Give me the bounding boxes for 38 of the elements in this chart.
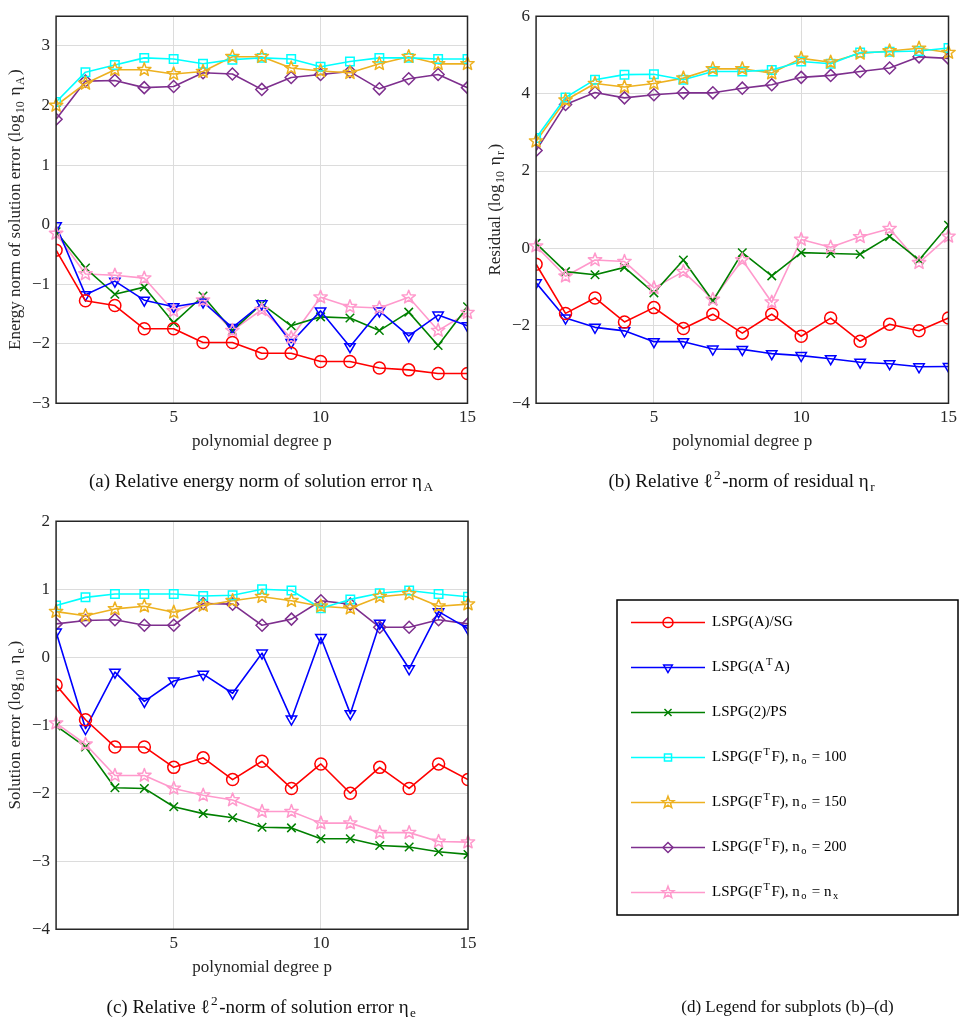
x-tick-label: 10: [312, 932, 330, 952]
y-tick-label: 0: [41, 214, 51, 234]
y-tick-label: −3: [31, 392, 51, 412]
y-tick-label: −4: [31, 918, 51, 938]
y-tick-label: 2: [41, 510, 51, 530]
y-tick-label: 4: [521, 83, 531, 103]
y-axis-title: Solution error (log10 ηe): [5, 640, 27, 810]
y-tick-label: −2: [511, 315, 531, 335]
y-tick-label: −4: [511, 392, 531, 412]
x-tick-label: 15: [940, 406, 957, 426]
x-tick-label: 15: [459, 932, 477, 952]
y-tick-label: −2: [31, 782, 51, 802]
y-tick-label: 6: [521, 5, 531, 25]
y-tick-label: 2: [521, 160, 531, 180]
x-tick-label: 5: [649, 406, 659, 426]
legend-label: LSPG(A)/SG: [712, 613, 794, 631]
text: (d) Legend for subplots (b)–(d): [681, 997, 894, 1017]
x-tick-label: 5: [169, 406, 178, 426]
y-tick-label: −2: [31, 333, 51, 353]
x-tick-label: 5: [169, 932, 179, 952]
y-tick-label: −1: [31, 714, 51, 734]
x-axis-title: polynomial degree p: [672, 431, 813, 451]
y-tick-label: −1: [31, 273, 51, 293]
x-axis-title: polynomial degree p: [191, 431, 332, 451]
y-tick-label: 2: [41, 94, 51, 114]
x-tick-label: 15: [459, 406, 476, 426]
y-tick-label: 3: [41, 35, 51, 55]
y-axis-title: Energy norm of solution error (log10 ηA): [5, 69, 27, 350]
legend-label: LSPG(2)/PS: [712, 703, 788, 721]
x-axis-title: polynomial degree p: [192, 957, 332, 977]
y-tick-label: 0: [41, 646, 51, 666]
y-tick-label: −3: [31, 850, 51, 870]
x-tick-label: 10: [792, 406, 810, 426]
y-axis-title: Residual (log10 ηr): [485, 143, 507, 276]
y-tick-label: 1: [41, 578, 51, 598]
y-tick-label: 1: [41, 154, 51, 174]
y-tick-label: 0: [521, 237, 531, 257]
x-tick-label: 10: [312, 406, 330, 426]
